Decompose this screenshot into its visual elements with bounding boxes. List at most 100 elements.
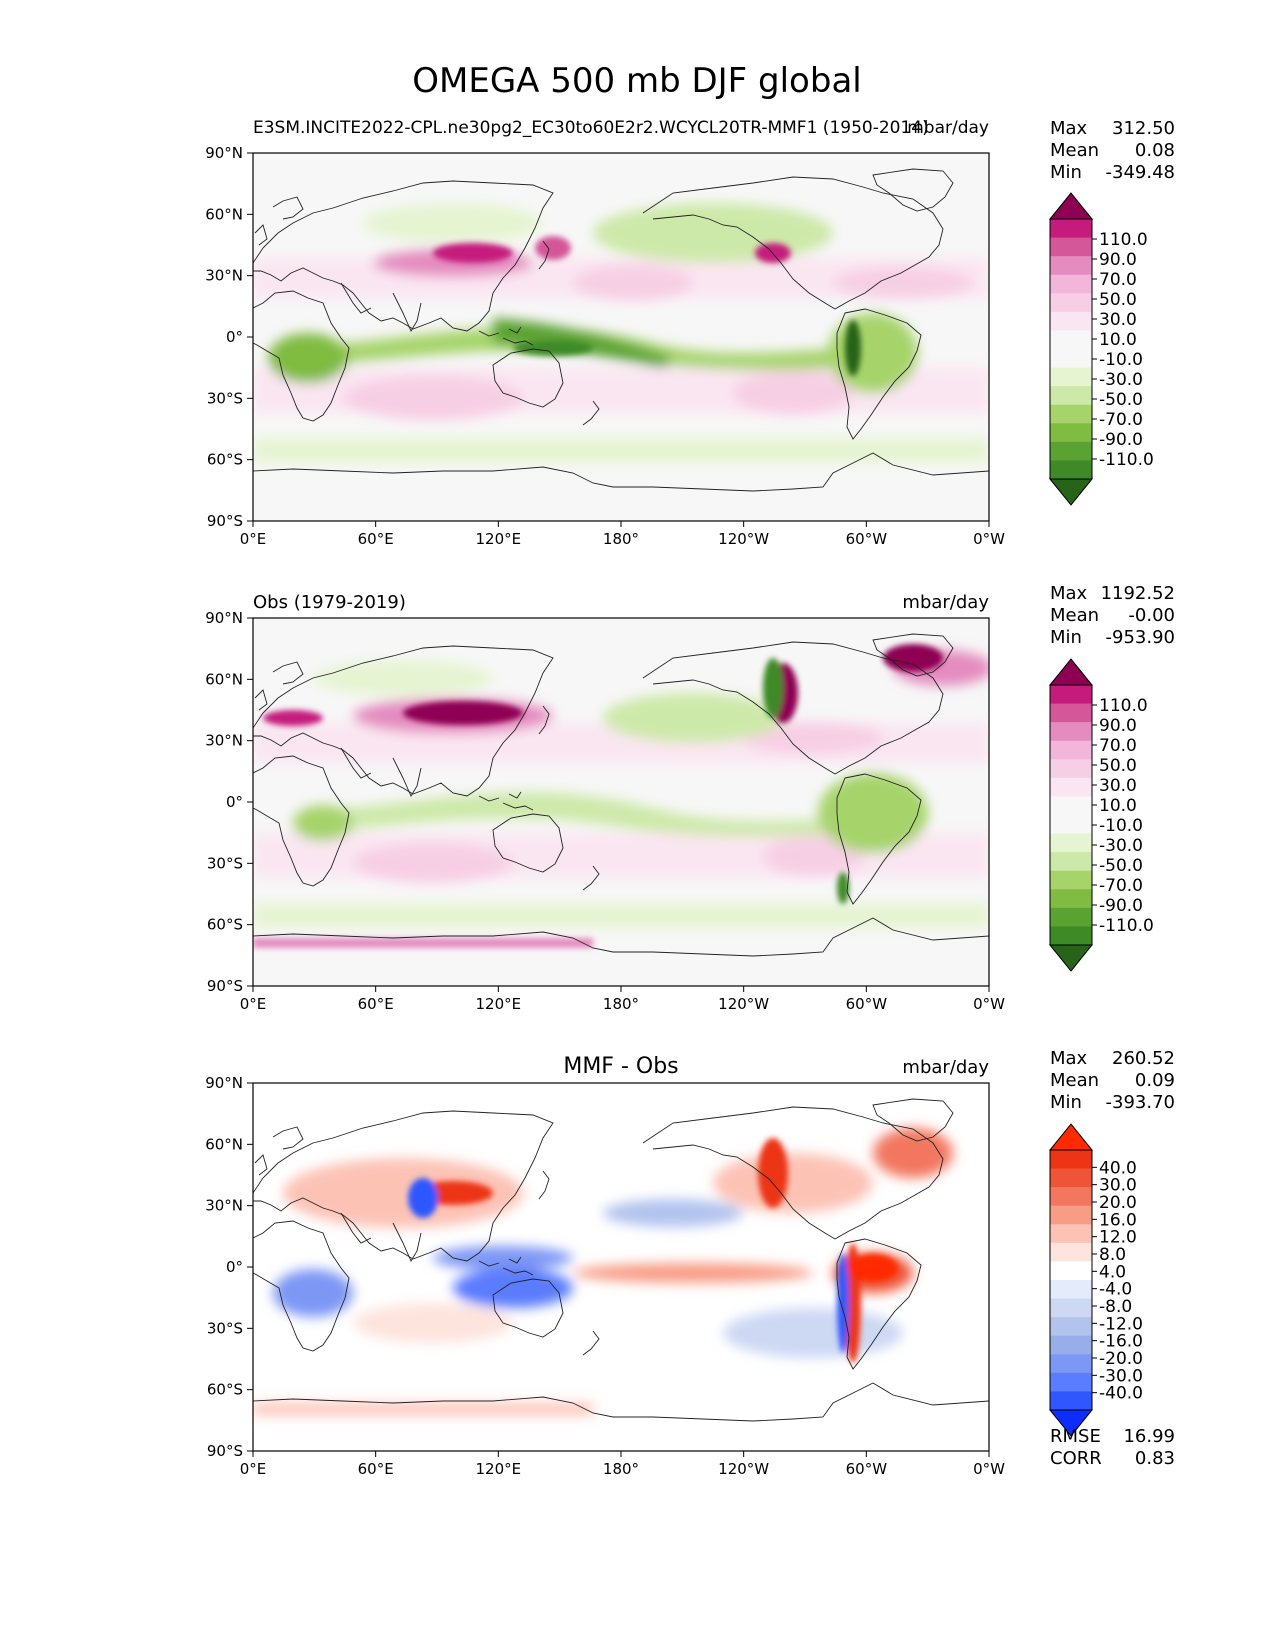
lon-tick-label: 60°E [358, 1460, 394, 1478]
colorbar-tick-label: -70.0 [1099, 876, 1143, 896]
colorbar-swatch [1050, 1205, 1092, 1225]
colorbar-tick-label: 50.0 [1099, 756, 1137, 776]
colorbar-test: 110.090.070.050.030.010.0-10.0-30.0-50.0… [1048, 192, 1154, 506]
colorbar-swatch [1050, 311, 1092, 331]
colorbar-swatch [1050, 1391, 1092, 1411]
colorbar-swatch [1050, 386, 1092, 406]
colorbar-swatch [1050, 1280, 1092, 1300]
colorbar-tick-label: -110.0 [1099, 450, 1154, 470]
colorbar-swatch [1050, 1224, 1092, 1244]
stat-min-label: Min [1050, 1092, 1082, 1113]
colorbar-tick-label: -10.0 [1099, 816, 1143, 836]
lon-tick-label: 60°W [846, 1460, 888, 1478]
stat-mean-value: 0.09 [1135, 1070, 1175, 1091]
colorbar-swatch [1050, 703, 1092, 723]
colorbar-swatch [1050, 1354, 1092, 1374]
panel-ref: Obs (1979-2019) mbar/day 90°N 60°N 30°N 0° 3… [205, 592, 1005, 1013]
lat-tick-label: 90°S [207, 1442, 243, 1460]
metric-rmse-value: 16.99 [1123, 1426, 1175, 1447]
colorbar-tick-label: 90.0 [1099, 250, 1137, 270]
figure-title: OMEGA 500 mb DJF global [412, 61, 861, 101]
colorbar-swatch [1050, 1372, 1092, 1392]
stat-mean-label: Mean [1050, 140, 1099, 161]
lon-tick-label: 120°E [476, 995, 522, 1013]
colorbar-swatch [1050, 740, 1092, 760]
colorbar-tick-label: 30.0 [1099, 1176, 1137, 1196]
lat-tick-label: 30°N [205, 267, 243, 285]
colorbar-tick-label: -70.0 [1099, 410, 1143, 430]
colorbar-swatch [1050, 1261, 1092, 1281]
lon-tick-label: 180° [603, 530, 639, 548]
colorbar-swatch [1050, 722, 1092, 742]
stats-test: Max 312.50 Mean 0.08 Min -349.48 [1050, 118, 1175, 183]
lon-tick-label: 120°W [718, 530, 769, 548]
stat-mean-label: Mean [1050, 605, 1099, 626]
colorbar-tick-label: 90.0 [1099, 716, 1137, 736]
lat-axis: 90°N 60°N 30°N 0° 30°S 60°S 90°S [205, 144, 253, 530]
lat-tick-label: 90°N [205, 144, 243, 162]
stat-min-label: Min [1050, 627, 1082, 648]
colorbar-tick-label: -90.0 [1099, 430, 1143, 450]
colorbar-tick-label: 110.0 [1099, 230, 1148, 250]
lon-axis: 0°E 60°E 120°E 180° 120°W 60°W 0°W [240, 521, 1005, 548]
lat-tick-label: 0° [226, 328, 243, 346]
colorbar-swatch [1050, 441, 1092, 461]
lat-axis: 90°N 60°N 30°N 0° 30°S 60°S 90°S [205, 1074, 253, 1460]
colorbar-tick-label: 10.0 [1099, 796, 1137, 816]
colorbar-swatch [1050, 237, 1092, 257]
colorbar-frame [1049, 684, 1093, 946]
colorbar-tick-label: -40.0 [1099, 1384, 1143, 1404]
stat-max-label: Max [1050, 583, 1088, 604]
lon-tick-label: 120°E [476, 530, 522, 548]
colorbar-tick-label: -90.0 [1099, 896, 1143, 916]
panel-left-title: E3SM.INCITE2022-CPL.ne30pg2_EC30to60E2r2… [253, 118, 929, 138]
stat-mean-value: -0.00 [1128, 605, 1175, 626]
stat-mean-value: 0.08 [1135, 140, 1175, 161]
colorbar-tick-label: -30.0 [1099, 1366, 1143, 1386]
colorbar-swatch [1050, 833, 1092, 853]
lon-tick-label: 0°E [240, 995, 267, 1013]
colorbar-tick-label: -50.0 [1099, 390, 1143, 410]
lat-tick-label: 30°S [207, 389, 243, 407]
lon-axis: 0°E 60°E 120°E 180° 120°W 60°W 0°W [240, 986, 1005, 1013]
colorbar-tick-label: 16.0 [1099, 1210, 1137, 1230]
lat-tick-label: 90°N [205, 1074, 243, 1092]
stat-max-value: 312.50 [1112, 118, 1175, 139]
lon-tick-label: 120°W [718, 995, 769, 1013]
colorbar-swatch [1050, 926, 1092, 946]
colorbar-tick-label: -30.0 [1099, 370, 1143, 390]
lat-tick-label: 60°N [205, 1135, 243, 1153]
metric-corr-label: CORR [1050, 1448, 1102, 1469]
metrics-diff: RMSE 16.99 CORR 0.83 [1050, 1426, 1175, 1469]
lon-tick-label: 0°W [973, 1460, 1005, 1478]
stat-max-label: Max [1050, 118, 1088, 139]
colorbar-tick-label: 12.0 [1099, 1228, 1137, 1248]
colorbar-swatch [1050, 404, 1092, 424]
colorbar-swatch [1050, 367, 1092, 387]
colorbar-swatch [1050, 256, 1092, 276]
lat-tick-label: 30°N [205, 1197, 243, 1215]
lat-tick-label: 30°N [205, 732, 243, 750]
colorbar-swatch [1050, 852, 1092, 872]
colorbar-swatch [1050, 219, 1092, 239]
colorbar-swatch [1050, 889, 1092, 909]
colorbar-swatch [1050, 685, 1092, 705]
colorbar-swatch [1050, 1298, 1092, 1318]
colorbar-tick-label: -50.0 [1099, 856, 1143, 876]
colorbar-tick-label: 40.0 [1099, 1158, 1137, 1178]
colorbar-swatch [1050, 274, 1092, 294]
stat-mean-label: Mean [1050, 1070, 1099, 1091]
colorbar-tick-label: 70.0 [1099, 736, 1137, 756]
lon-tick-label: 0°W [973, 995, 1005, 1013]
colorbar-tick-label: 30.0 [1099, 310, 1137, 330]
lat-axis: 90°N 60°N 30°N 0° 30°S 60°S 90°S [205, 609, 253, 995]
colorbar-swatch [1050, 423, 1092, 443]
colorbar-swatch [1050, 1242, 1092, 1262]
colorbar-extend-min [1048, 478, 1094, 506]
lat-tick-label: 90°S [207, 512, 243, 530]
lon-tick-label: 60°E [358, 530, 394, 548]
lat-tick-label: 90°N [205, 609, 243, 627]
colorbar-swatch [1050, 796, 1092, 816]
colorbar-swatch [1050, 330, 1092, 350]
lon-tick-label: 60°W [846, 995, 888, 1013]
